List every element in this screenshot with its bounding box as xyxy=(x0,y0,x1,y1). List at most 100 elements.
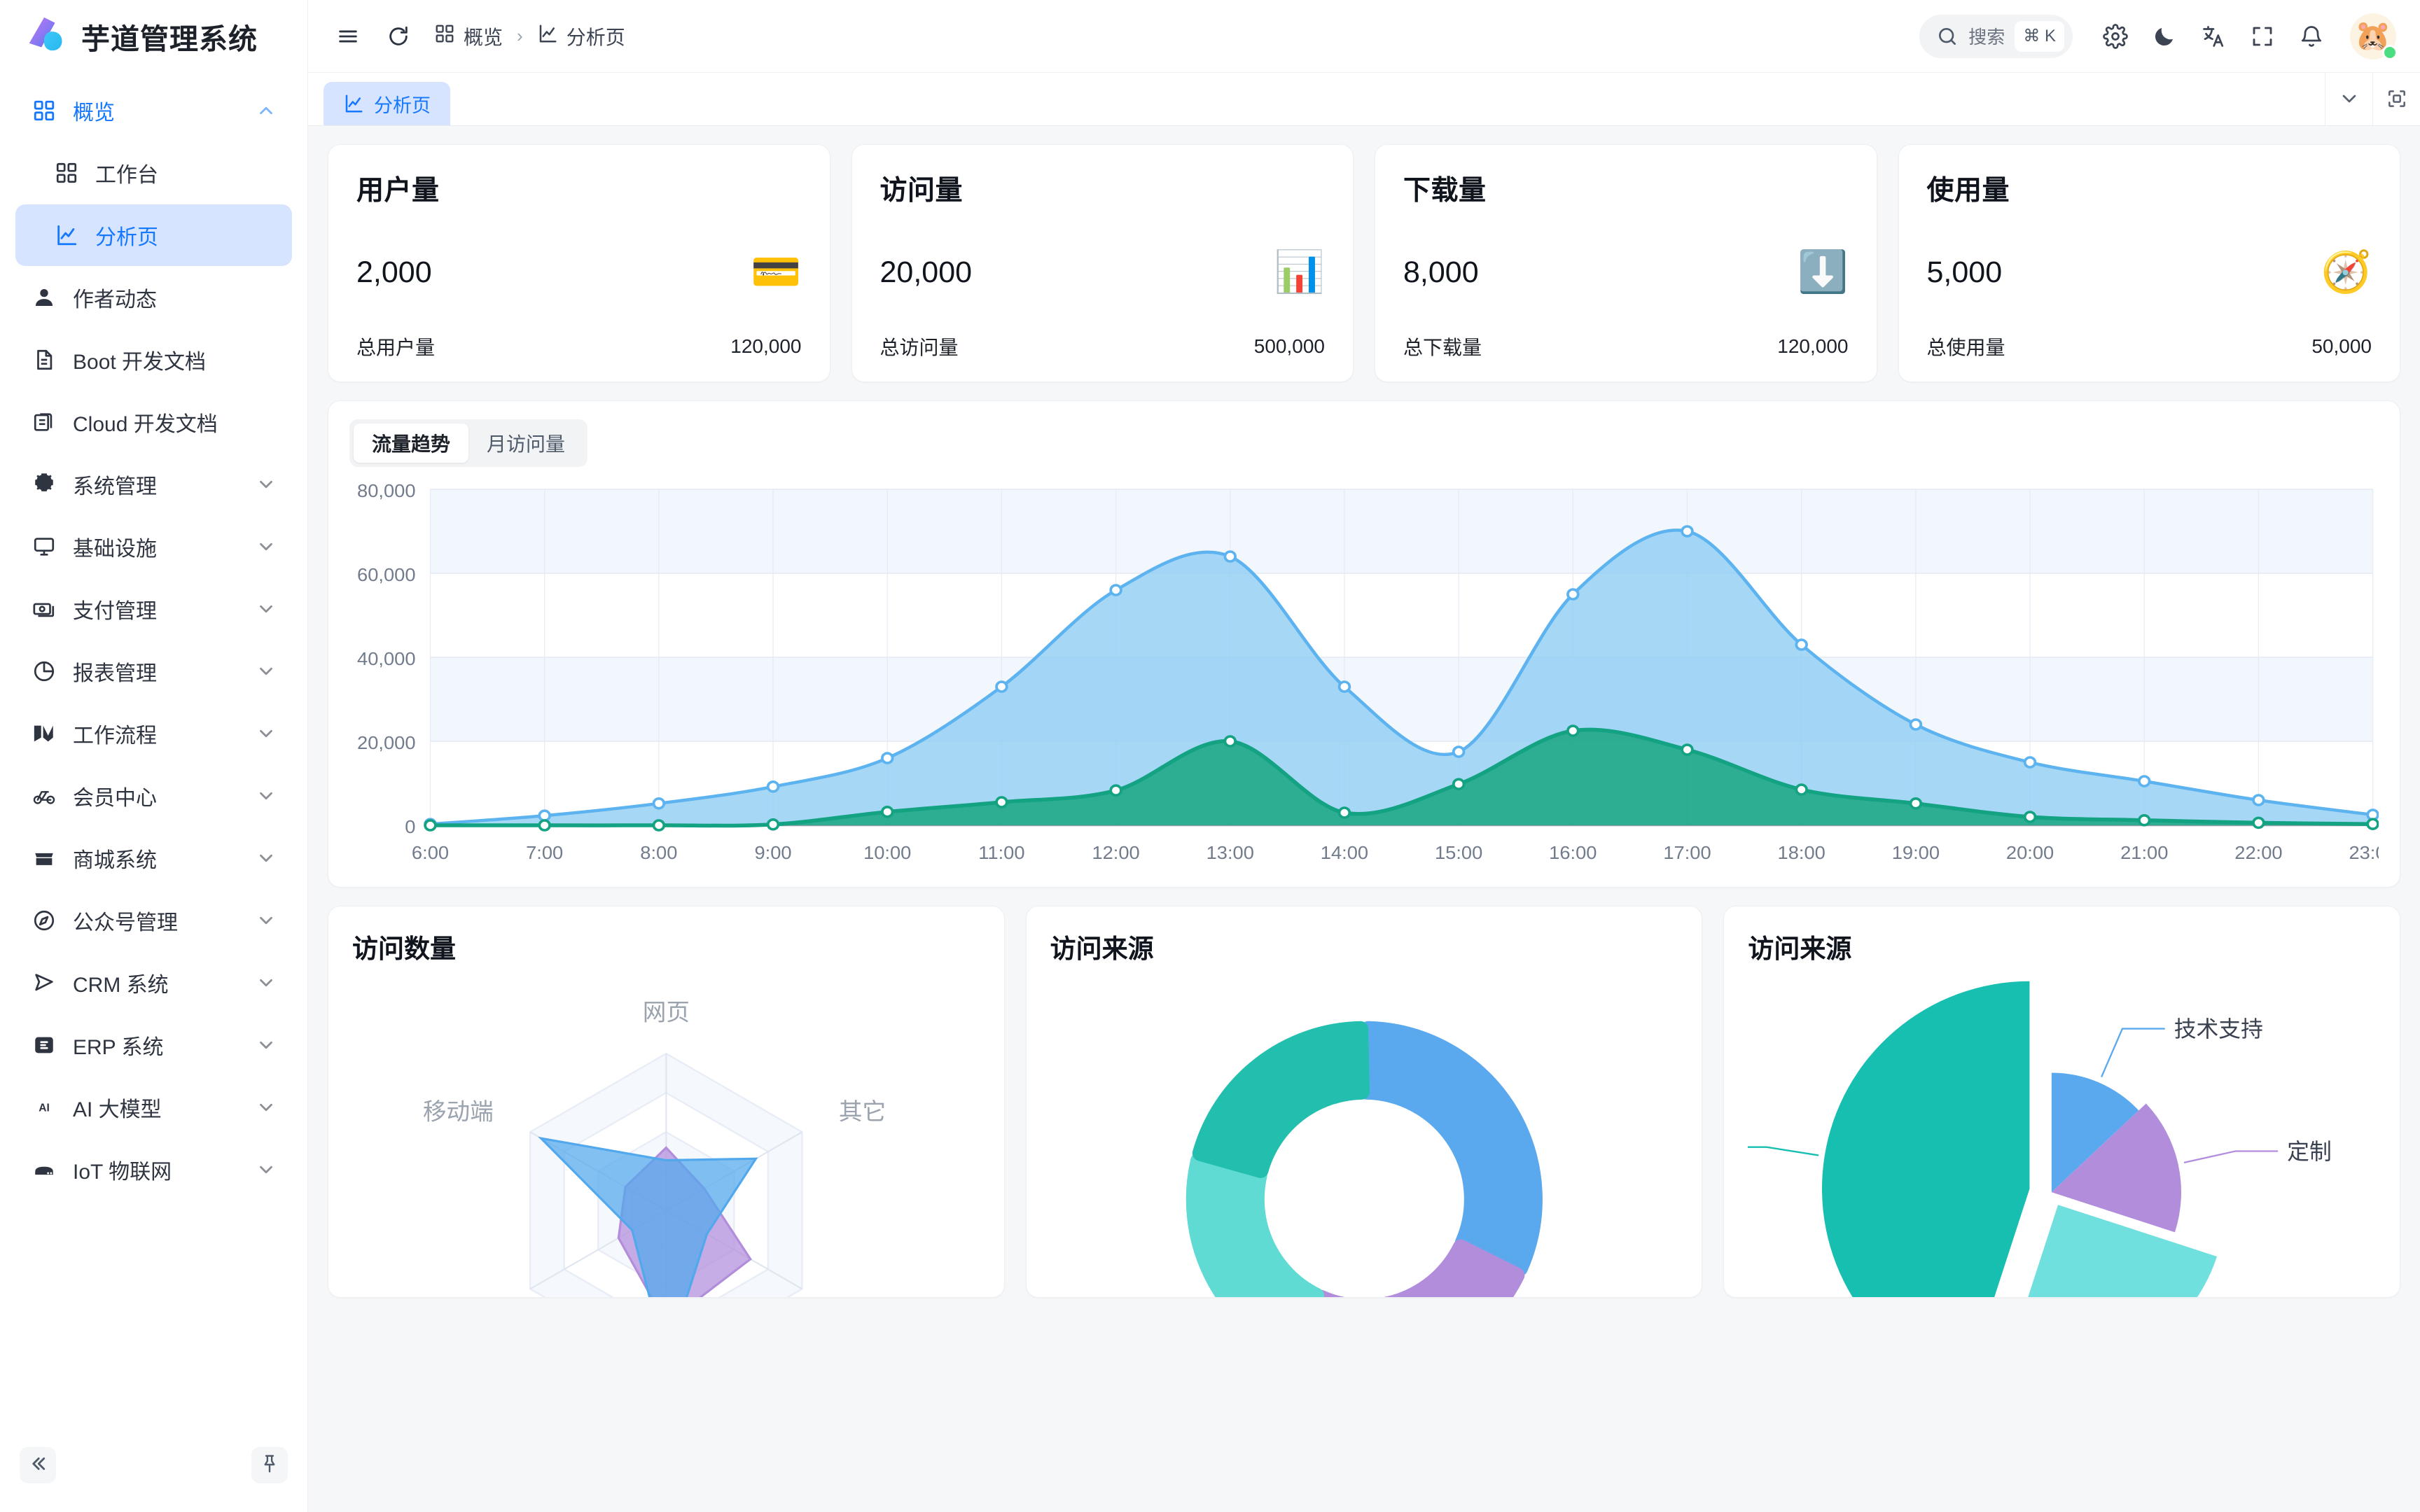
refresh-icon[interactable] xyxy=(380,18,417,55)
breadcrumb-separator: › xyxy=(517,25,523,46)
visit-source-donut-card: 访问来源 搜索引擎 直接访问 xyxy=(1025,906,1703,1298)
sidebar-item-infrastructure[interactable]: 基础设施 xyxy=(15,516,292,578)
sidebar-item-analysis[interactable]: 分析页 xyxy=(15,204,292,266)
svg-text:18:00: 18:00 xyxy=(1778,843,1826,863)
sidebar-item-label: 分析页 xyxy=(95,226,158,249)
search-label: 搜索 xyxy=(1968,27,2005,48)
donut-chart xyxy=(1050,969,1678,1297)
sidebar-item-iot[interactable]: IoT 物联网 xyxy=(15,1139,292,1200)
analytics-icon xyxy=(53,222,80,248)
sidebar-item-workflow[interactable]: 工作流程 xyxy=(15,703,292,764)
chevron-down-icon[interactable] xyxy=(256,474,277,495)
sidebar-item-erp-system[interactable]: ERP 系统 xyxy=(15,1014,292,1076)
stat-foot-value: 120,000 xyxy=(730,335,802,357)
sidebar-item-label: AI 大模型 xyxy=(73,1098,162,1121)
sidebar-item-workbench[interactable]: 工作台 xyxy=(15,142,292,204)
fullscreen-icon[interactable] xyxy=(2241,15,2284,58)
stat-title: 访问量 xyxy=(879,176,964,206)
tab-monthly-visits[interactable]: 月访问量 xyxy=(487,433,566,455)
shop-icon xyxy=(31,845,57,872)
chevron-down-icon[interactable] xyxy=(2325,72,2372,125)
bell-icon[interactable] xyxy=(2290,15,2333,58)
sidebar-item-label: 概览 xyxy=(73,102,115,125)
visit-source-pie-card: 访问来源 技术支持定制远程外包 xyxy=(1723,906,2400,1298)
tab-traffic-trend[interactable]: 流量趋势 xyxy=(354,424,469,463)
sidebar-item-label: 作者动态 xyxy=(73,288,157,312)
chevron-down-icon[interactable] xyxy=(256,1035,277,1056)
sidebar-item-crm-system[interactable]: CRM 系统 xyxy=(15,952,292,1014)
sidebar-item-official-account[interactable]: 公众号管理 xyxy=(15,890,292,951)
sidebar-item-system-management[interactable]: 系统管理 xyxy=(15,454,292,515)
chevron-down-icon[interactable] xyxy=(256,1159,277,1180)
chevron-down-icon[interactable] xyxy=(256,598,277,620)
sidebar-item-boot-docs[interactable]: Boot 开发文档 xyxy=(15,329,292,391)
chevron-down-icon[interactable] xyxy=(256,661,277,682)
tab-analysis[interactable]: 分析页 xyxy=(324,82,450,125)
sidebar-item-label: 报表管理 xyxy=(73,662,157,685)
settings-icon[interactable] xyxy=(2094,15,2137,58)
sidebar-item-label: CRM 系统 xyxy=(73,974,169,997)
pin-sidebar-button[interactable] xyxy=(251,1447,288,1483)
sidebar-item-author-news[interactable]: 作者动态 xyxy=(15,267,292,328)
breadcrumb-label: 概览 xyxy=(464,26,503,48)
hamburger-icon[interactable] xyxy=(329,18,367,55)
ai-icon: AI xyxy=(31,1094,57,1121)
chevron-down-icon[interactable] xyxy=(256,785,277,806)
search-button[interactable]: 搜索 ⌘ K xyxy=(1919,14,2073,58)
sidebar-item-label: 系统管理 xyxy=(73,475,157,498)
svg-text:15:00: 15:00 xyxy=(1435,843,1482,863)
sidebar-item-label: 会员中心 xyxy=(73,787,157,810)
sidebar-item-mall-system[interactable]: 商城系统 xyxy=(15,827,292,889)
sidebar-item-report-management[interactable]: 报表管理 xyxy=(15,640,292,702)
chevron-down-icon[interactable] xyxy=(256,1097,277,1118)
svg-text:AI: AI xyxy=(39,1102,50,1114)
analytics-icon xyxy=(537,23,558,49)
svg-text:80,000: 80,000 xyxy=(357,481,415,501)
breadcrumb-item-analysis[interactable]: 分析页 xyxy=(537,22,625,50)
document-icon xyxy=(31,346,57,373)
flow-icon xyxy=(31,720,57,747)
avatar[interactable]: 🐹 xyxy=(2350,13,2398,60)
brand-logo[interactable]: 芋道管理系统 xyxy=(0,0,307,73)
breadcrumb-item-overview[interactable]: 概览 xyxy=(434,22,503,50)
chevron-down-icon[interactable] xyxy=(256,972,277,993)
visit-count-card: 访问数量 网页其它第三方客户端Ipad移动端 访问 趋势 xyxy=(328,906,1005,1298)
sidebar-item-member-center[interactable]: 会员中心 xyxy=(15,765,292,827)
sidebar-item-overview[interactable]: 概览 xyxy=(15,80,292,141)
chevron-up-icon[interactable] xyxy=(256,100,277,121)
maximize-content-icon[interactable] xyxy=(2372,72,2420,125)
collapse-sidebar-button[interactable] xyxy=(20,1447,56,1483)
sidebar-item-payment-management[interactable]: 支付管理 xyxy=(15,578,292,640)
chevron-down-icon[interactable] xyxy=(256,848,277,869)
sidebar: 芋道管理系统 概览 工作台 xyxy=(0,0,308,1512)
credit-card-icon: 💳 xyxy=(751,249,802,295)
pin-icon xyxy=(259,1453,280,1478)
status-badge xyxy=(2382,44,2398,60)
chevron-down-icon[interactable] xyxy=(256,910,277,931)
stat-value: 2,000 xyxy=(356,255,432,289)
stat-card-downloads: 下载量 8,000 ⬇️ 总下载量 120,000 xyxy=(1375,144,1877,382)
svg-text:0: 0 xyxy=(405,817,415,837)
svg-text:13:00: 13:00 xyxy=(1206,843,1254,863)
svg-text:定制: 定制 xyxy=(2287,1139,2332,1164)
grid-icon xyxy=(31,97,57,124)
language-icon[interactable] xyxy=(2192,15,2235,58)
sidebar-item-label: 工作流程 xyxy=(73,724,157,748)
sidebar-footer xyxy=(0,1435,307,1512)
sidebar-item-label: 公众号管理 xyxy=(73,911,178,934)
chevron-down-icon[interactable] xyxy=(256,536,277,557)
stat-foot-label: 总访问量 xyxy=(879,337,959,358)
sidebar-item-cloud-docs[interactable]: Cloud 开发文档 xyxy=(15,391,292,453)
dark-mode-moon-icon[interactable] xyxy=(2143,15,2186,58)
analytics-icon xyxy=(343,93,364,114)
chevron-down-icon[interactable] xyxy=(256,723,277,744)
stat-cards-row: 用户量 2,000 💳 总用户量 120,000 访问量 20,000 📊 xyxy=(328,144,2400,382)
top-bar: 概览 › 分析页 搜索 ⌘ K xyxy=(308,0,2420,73)
sidebar-item-label: IoT 物联网 xyxy=(73,1161,172,1184)
grid-icon xyxy=(434,23,455,49)
stat-foot-label: 总下载量 xyxy=(1403,337,1482,358)
send-icon xyxy=(31,969,57,996)
sidebar-item-ai-model[interactable]: AI AI 大模型 xyxy=(15,1077,292,1138)
copy-document-icon xyxy=(31,409,57,435)
